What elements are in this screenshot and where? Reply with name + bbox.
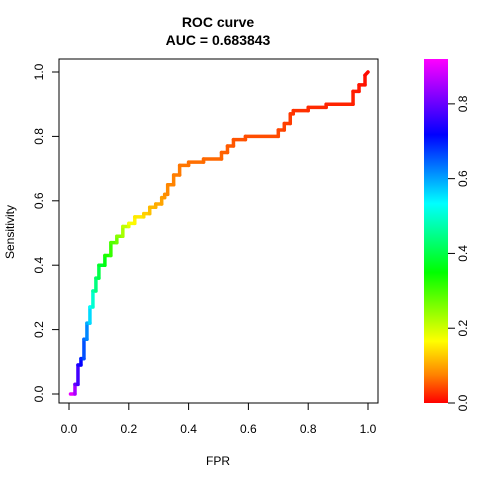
- roc-curve: [68, 70, 370, 396]
- y-axis-label: Sensitivity: [3, 205, 17, 259]
- x-tick-label: 1.0: [360, 422, 377, 436]
- y-axis: 0.0 0.2 0.4 0.6 0.8 1.0: [32, 63, 60, 402]
- x-tick-label: 0.2: [120, 422, 137, 436]
- colorbar-tick-label: 0.6: [456, 170, 470, 187]
- chart-subtitle: AUC = 0.683843: [166, 32, 271, 48]
- y-tick-label: 0.8: [32, 128, 46, 145]
- colorbar-axis: 0.0 0.2 0.4 0.6 0.8: [448, 95, 470, 411]
- x-axis: 0.0 0.2 0.4 0.6 0.8 1.0: [61, 402, 377, 436]
- y-tick-label: 0.0: [32, 385, 46, 402]
- colorbar-tick-label: 0.2: [456, 320, 470, 337]
- roc-segment: [363, 70, 370, 77]
- plot-frame: [58, 58, 379, 404]
- y-tick-label: 0.4: [32, 257, 46, 274]
- chart-title: ROC curve: [182, 14, 255, 30]
- x-tick-label: 0.4: [180, 422, 197, 436]
- colorbar-tick-label: 0.0: [456, 394, 470, 411]
- y-tick-label: 1.0: [32, 63, 46, 80]
- colorbar-tick-label: 0.8: [456, 95, 470, 112]
- x-axis-label: FPR: [206, 454, 230, 468]
- x-tick-label: 0.6: [240, 422, 257, 436]
- x-tick-label: 0.8: [300, 422, 317, 436]
- colorbar: [424, 59, 448, 403]
- y-tick-label: 0.2: [32, 321, 46, 338]
- y-tick-label: 0.6: [32, 192, 46, 209]
- colorbar-tick-label: 0.4: [456, 245, 470, 262]
- x-tick-label: 0.0: [61, 422, 78, 436]
